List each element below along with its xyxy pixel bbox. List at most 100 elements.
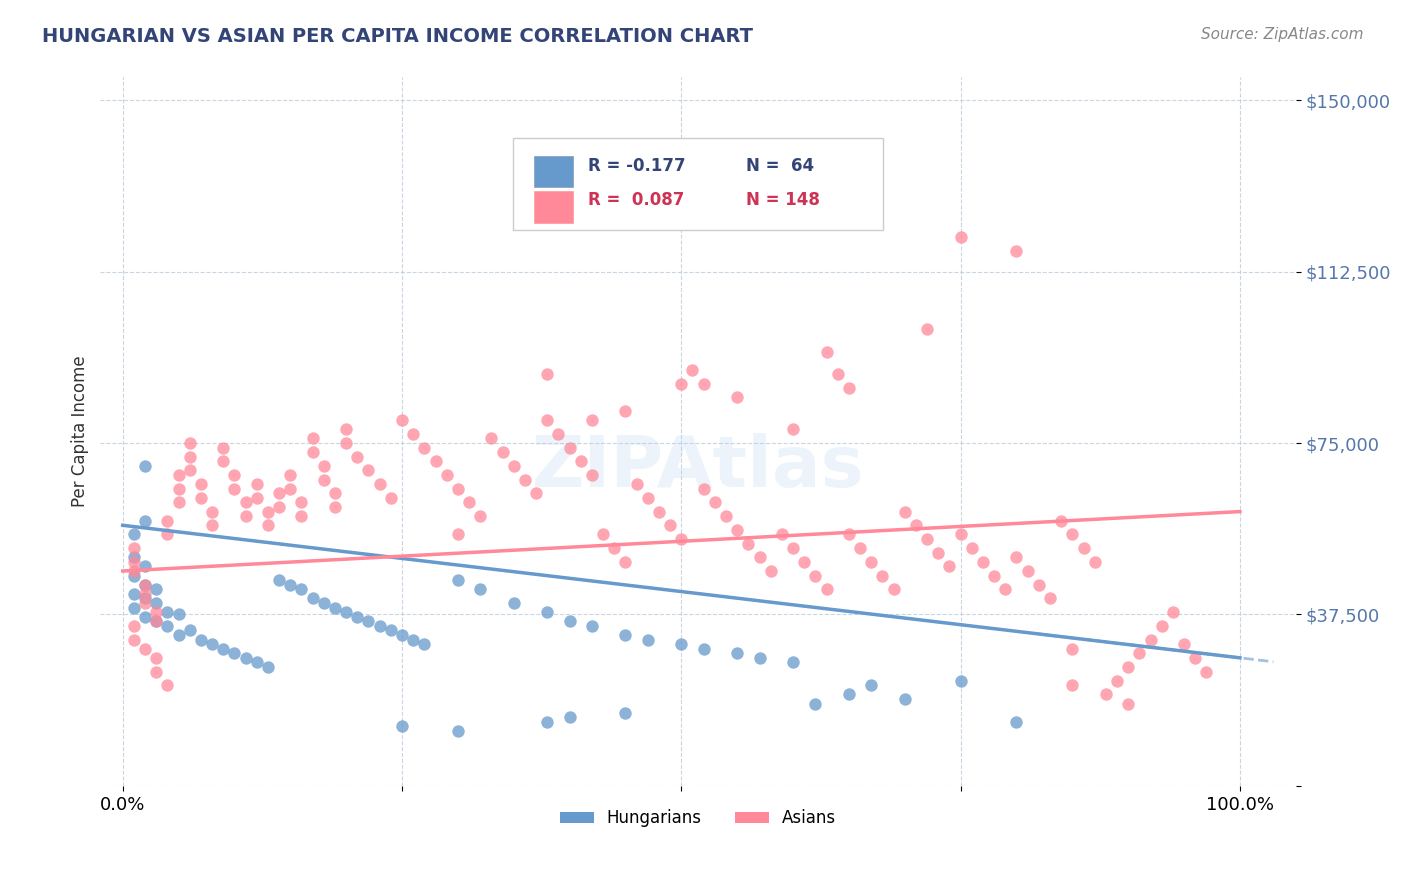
Point	[278, 482, 301, 496]
FancyBboxPatch shape	[534, 192, 572, 223]
Point	[614, 404, 637, 418]
Point	[212, 641, 235, 656]
Point	[1005, 714, 1028, 729]
Point	[815, 582, 838, 597]
Point	[558, 441, 581, 455]
Point	[346, 450, 368, 464]
Point	[190, 491, 212, 505]
Point	[224, 482, 246, 496]
Point	[257, 660, 280, 674]
Y-axis label: Per Capita Income: Per Capita Income	[72, 356, 89, 508]
Point	[1028, 578, 1050, 592]
Point	[122, 527, 145, 541]
Point	[134, 458, 156, 473]
Point	[122, 550, 145, 565]
Point	[502, 458, 524, 473]
Point	[1050, 514, 1073, 528]
Point	[413, 637, 436, 651]
Point	[413, 441, 436, 455]
Point	[671, 532, 693, 546]
Point	[558, 710, 581, 724]
Text: ZIPAtlas: ZIPAtlas	[531, 433, 865, 501]
Point	[167, 628, 190, 642]
Point	[447, 527, 470, 541]
Point	[1195, 665, 1218, 679]
Point	[1005, 550, 1028, 565]
Point	[1116, 697, 1139, 711]
Point	[134, 591, 156, 606]
Point	[1062, 678, 1084, 692]
Point	[402, 426, 425, 441]
Point	[167, 607, 190, 622]
Point	[513, 473, 536, 487]
Point	[603, 541, 626, 556]
Point	[1005, 244, 1028, 259]
Point	[235, 509, 257, 524]
Point	[224, 646, 246, 660]
Point	[278, 578, 301, 592]
Point	[368, 619, 391, 633]
Point	[156, 678, 179, 692]
Point	[301, 432, 323, 446]
Point	[872, 568, 894, 582]
Point	[246, 656, 269, 670]
Point	[725, 523, 748, 537]
Point	[156, 605, 179, 619]
Point	[725, 646, 748, 660]
Point	[1084, 555, 1107, 569]
Point	[156, 619, 179, 633]
Point	[671, 637, 693, 651]
Point	[156, 527, 179, 541]
Point	[122, 541, 145, 556]
Point	[581, 619, 603, 633]
Point	[737, 536, 759, 550]
Point	[402, 632, 425, 647]
Point	[893, 505, 915, 519]
Point	[770, 527, 793, 541]
Point	[893, 692, 915, 706]
Point	[748, 550, 770, 565]
Point	[368, 477, 391, 491]
Point	[391, 628, 413, 642]
Point	[134, 609, 156, 624]
Point	[558, 614, 581, 628]
Point	[179, 450, 201, 464]
Point	[614, 555, 637, 569]
Point	[904, 518, 927, 533]
Point	[145, 582, 167, 597]
Point	[479, 432, 502, 446]
Point	[1173, 637, 1195, 651]
Point	[212, 441, 235, 455]
Point	[436, 468, 458, 483]
Point	[167, 468, 190, 483]
Point	[849, 541, 872, 556]
Point	[927, 546, 949, 560]
Point	[357, 463, 380, 477]
Point	[524, 486, 547, 500]
Point	[972, 555, 994, 569]
Point	[502, 596, 524, 610]
Point	[1139, 632, 1161, 647]
FancyBboxPatch shape	[534, 156, 572, 187]
Point	[536, 605, 558, 619]
Point	[536, 714, 558, 729]
Point	[278, 468, 301, 483]
Point	[323, 600, 346, 615]
Point	[1128, 646, 1150, 660]
Point	[648, 505, 671, 519]
Point	[1116, 660, 1139, 674]
Point	[201, 518, 224, 533]
Point	[122, 568, 145, 582]
Point	[725, 390, 748, 404]
Point	[447, 482, 470, 496]
Point	[804, 697, 827, 711]
Point	[1105, 673, 1128, 688]
Point	[380, 624, 402, 638]
Point	[536, 368, 558, 382]
Point	[1073, 541, 1095, 556]
Point	[134, 641, 156, 656]
Point	[915, 322, 938, 336]
Point	[1039, 591, 1062, 606]
Point	[312, 473, 335, 487]
Point	[748, 650, 770, 665]
